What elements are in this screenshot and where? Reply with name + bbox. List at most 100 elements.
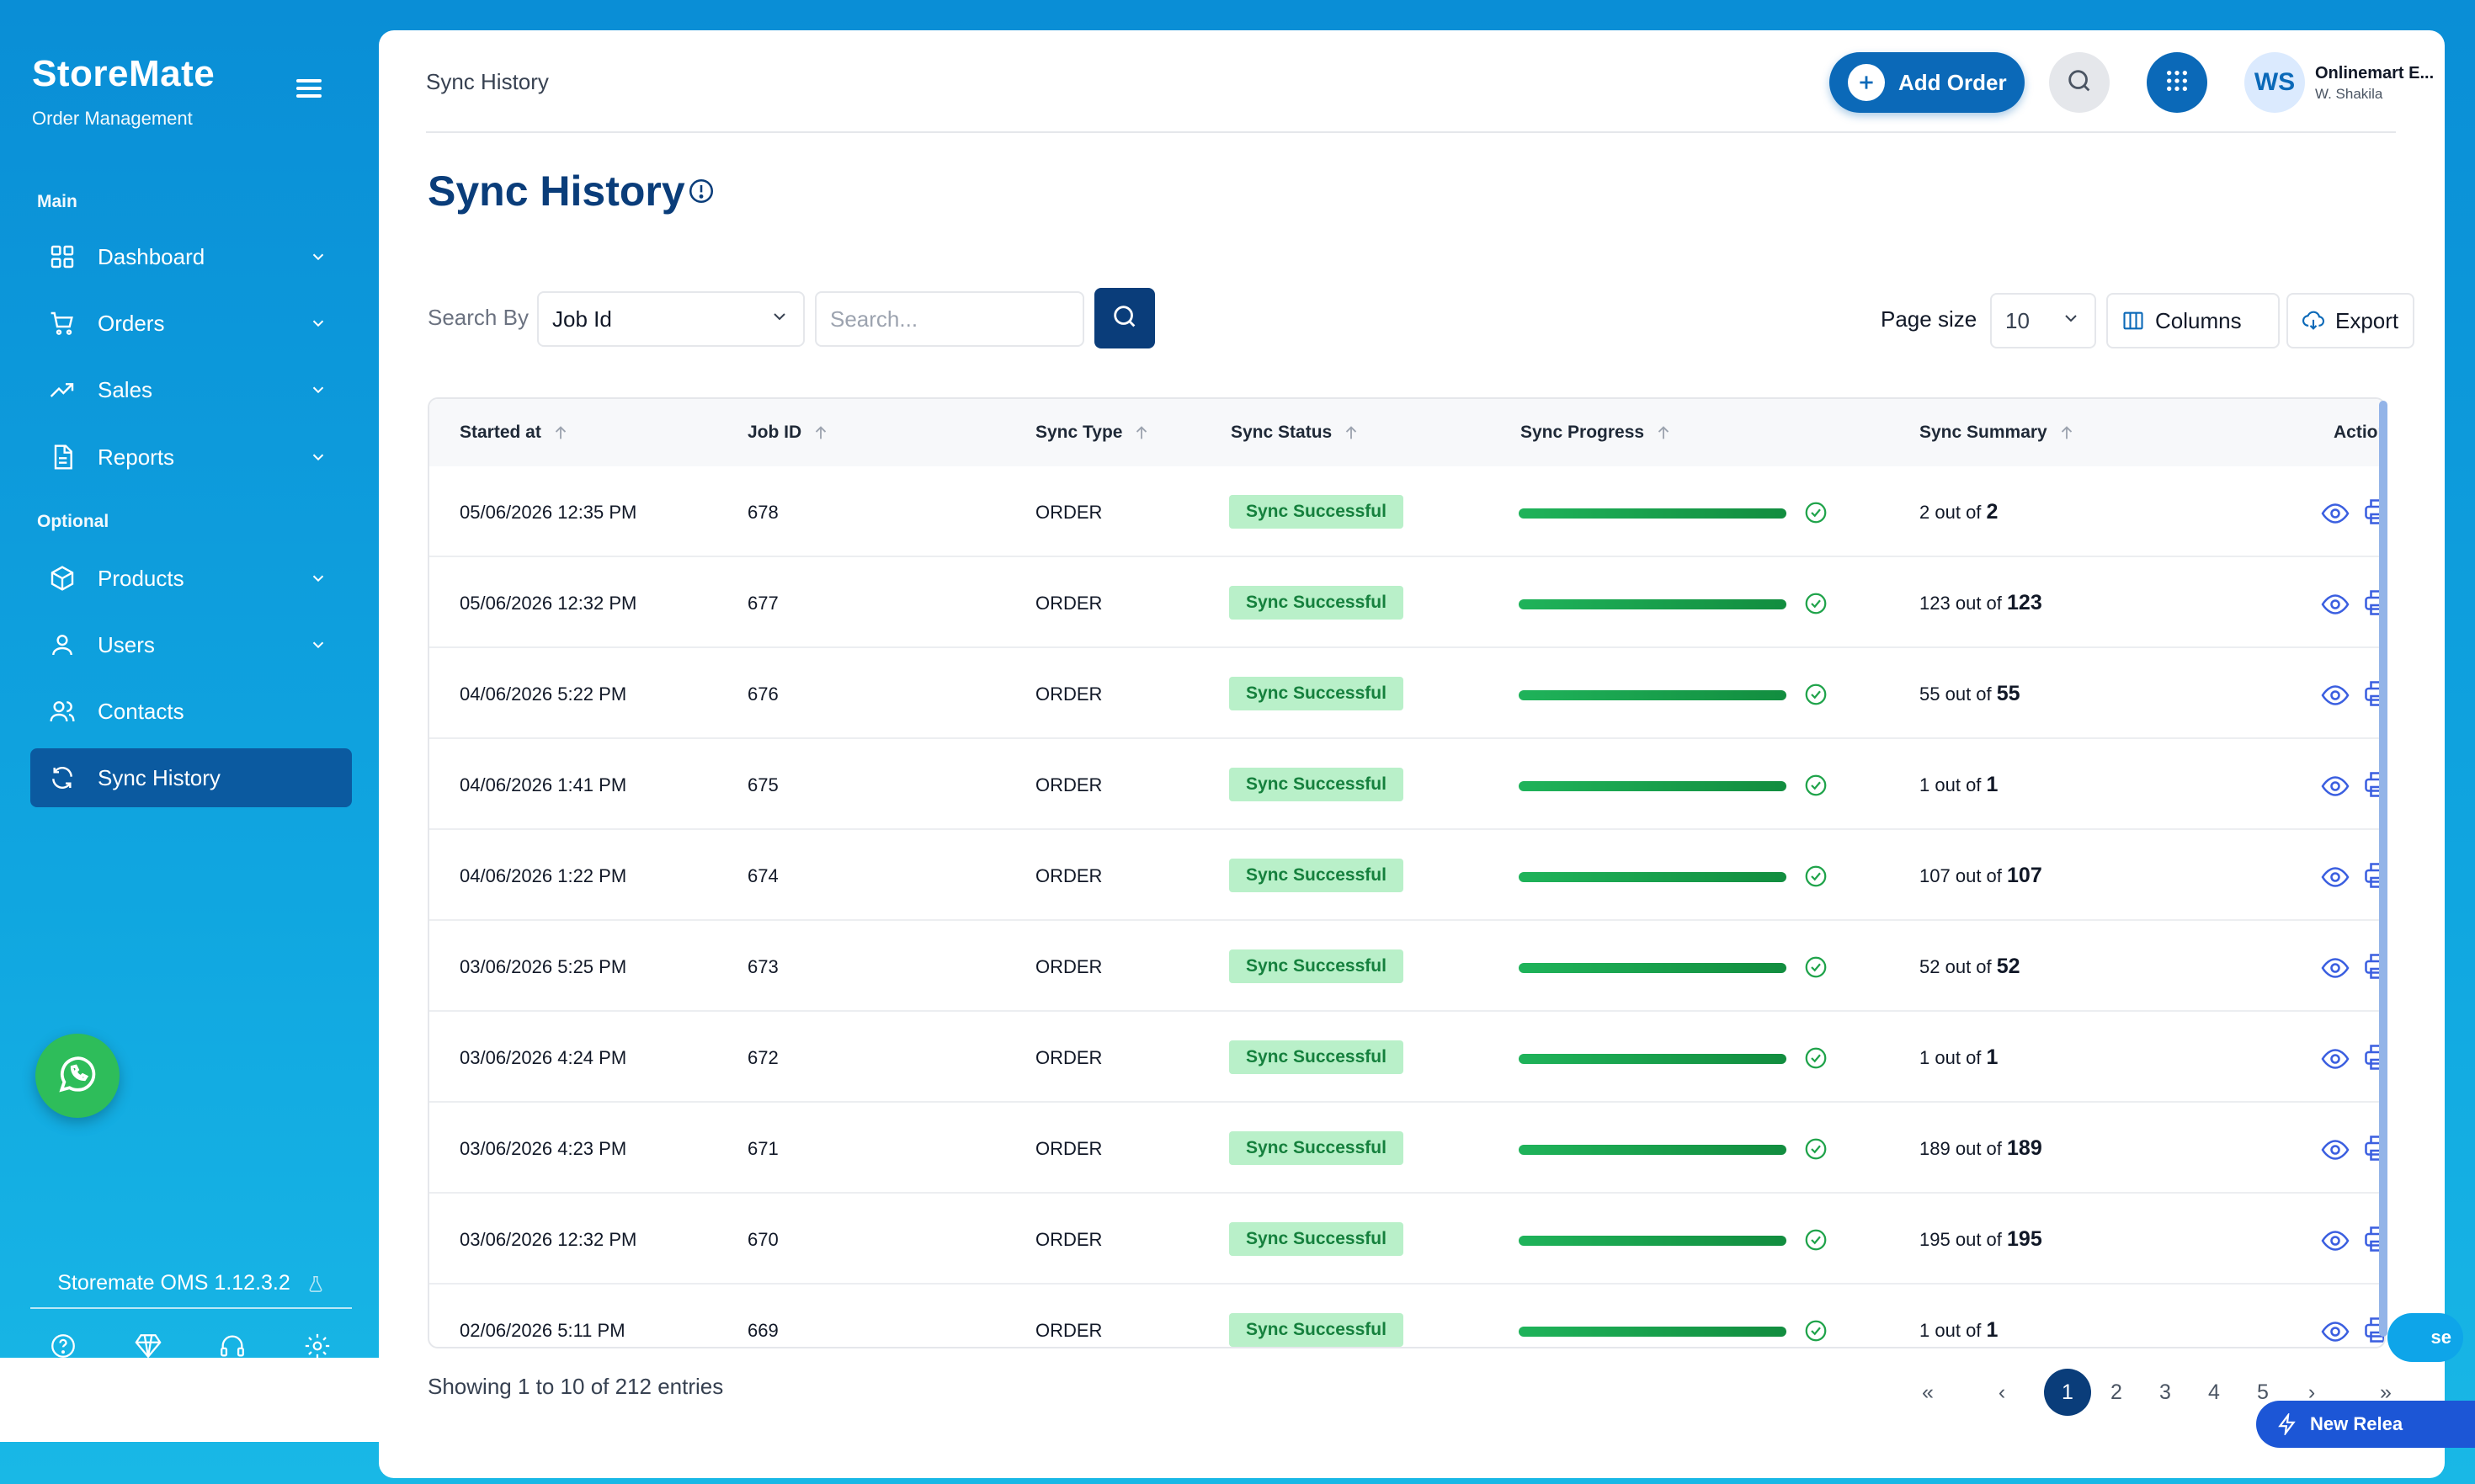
view-eye-icon[interactable] <box>2320 1316 2350 1347</box>
whatsapp-button[interactable] <box>35 1034 120 1118</box>
export-button[interactable]: Export <box>2286 293 2414 348</box>
sidebar-item-label: Users <box>98 631 155 657</box>
status-badge: Sync Successful <box>1229 1222 1403 1256</box>
page-button-2[interactable]: 2 <box>2110 1380 2122 1404</box>
page-button-1[interactable]: 1 <box>2044 1369 2091 1416</box>
next-page-button[interactable]: › <box>2307 1380 2316 1404</box>
table-header: Started at Job ID Sync Type Sync Status … <box>429 399 2384 466</box>
menu-toggle-icon[interactable] <box>296 79 322 99</box>
cell-job-id: 677 <box>748 593 779 614</box>
avatar[interactable]: WS <box>2244 52 2305 113</box>
cell-sync-summary: 1 out of 1 <box>1919 1318 1998 1343</box>
sort-arrow-icon <box>1342 423 1360 442</box>
page-size-value: 10 <box>2005 307 2030 333</box>
cell-sync-summary: 107 out of 107 <box>1919 864 2042 888</box>
cell-sync-type: ORDER <box>1035 774 1103 795</box>
table-row[interactable]: 03/06/2026 12:32 PM 670 ORDER Sync Successf… <box>429 1194 2384 1285</box>
view-eye-icon[interactable] <box>2320 498 2350 529</box>
status-badge: Sync Successful <box>1229 949 1403 983</box>
table-row[interactable]: 02/06/2026 5:11 PM 669 ORDER Sync Successfu… <box>429 1285 2384 1347</box>
view-eye-icon[interactable] <box>2320 1135 2350 1165</box>
summary-out-of: out of <box>1945 683 1992 705</box>
cell-job-id: 674 <box>748 865 779 886</box>
settings-icon[interactable] <box>303 1332 333 1362</box>
new-release-button[interactable]: New Relea <box>2256 1401 2475 1448</box>
table-row[interactable]: 05/06/2026 12:35 PM 678 ORDER Sync Successf… <box>429 466 2384 557</box>
prev-page-button[interactable]: ‹ <box>1998 1380 2006 1404</box>
column-header-sync-progress[interactable]: Sync Progress <box>1520 423 1673 443</box>
diamond-icon[interactable] <box>134 1332 164 1362</box>
breadcrumb[interactable]: Sync History <box>426 69 549 94</box>
brand[interactable]: StoreMate Order Management <box>32 56 215 130</box>
cell-job-id: 669 <box>748 1320 779 1341</box>
search-input[interactable] <box>815 291 1084 347</box>
user-name[interactable]: Onlinemart E... <box>2315 64 2435 82</box>
sidebar-item-reports[interactable]: Reports <box>30 428 352 487</box>
sidebar-item-dashboard[interactable]: Dashboard <box>30 227 352 286</box>
view-eye-icon[interactable] <box>2320 1044 2350 1074</box>
table-row[interactable]: 03/06/2026 4:24 PM 672 ORDER Sync Successfu… <box>429 1012 2384 1103</box>
cell-started-at: 03/06/2026 12:32 PM <box>460 1229 637 1250</box>
status-badge: Sync Successful <box>1229 586 1403 620</box>
apps-button[interactable] <box>2147 52 2207 113</box>
global-search-button[interactable] <box>2049 52 2110 113</box>
main-panel: Sync History Add Order WS Onlinemart E..… <box>379 30 2445 1478</box>
cell-job-id: 670 <box>748 1229 779 1250</box>
add-order-label: Add Order <box>1898 69 2007 95</box>
sidebar-item-orders[interactable]: Orders <box>30 294 352 353</box>
page-button-5[interactable]: 5 <box>2257 1380 2269 1404</box>
progress-bar <box>1519 781 1786 791</box>
cell-sync-type: ORDER <box>1035 1047 1103 1068</box>
search-icon <box>1110 302 1139 335</box>
summary-done: 1 <box>1919 1320 1930 1341</box>
column-header-started-at[interactable]: Started at <box>460 423 570 443</box>
sidebar-item-sync-history[interactable]: Sync History <box>30 748 352 807</box>
cell-job-id: 671 <box>748 1138 779 1159</box>
sidebar-item-products[interactable]: Products <box>30 549 352 608</box>
view-eye-icon[interactable] <box>2320 1226 2350 1256</box>
search-by-select[interactable]: Job Id <box>537 291 805 347</box>
table-row[interactable]: 03/06/2026 5:25 PM 673 ORDER Sync Successfu… <box>429 921 2384 1012</box>
table-row[interactable]: 04/06/2026 1:22 PM 674 ORDER Sync Successfu… <box>429 830 2384 921</box>
search-button[interactable] <box>1094 288 1155 348</box>
help-icon[interactable] <box>49 1332 79 1362</box>
sidebar-item-sales[interactable]: Sales <box>30 360 352 419</box>
close-pill-button[interactable]: se <box>2387 1313 2463 1362</box>
info-icon[interactable] <box>687 177 716 205</box>
last-page-button[interactable]: » <box>2380 1380 2392 1404</box>
table-row[interactable]: 04/06/2026 1:41 PM 675 ORDER Sync Successfu… <box>429 739 2384 830</box>
table-row[interactable]: 04/06/2026 5:22 PM 676 ORDER Sync Successfu… <box>429 648 2384 739</box>
sidebar-item-users[interactable]: Users <box>30 615 352 674</box>
bottom-overlay <box>0 1358 387 1442</box>
headset-icon[interactable] <box>218 1332 248 1362</box>
status-badge: Sync Successful <box>1229 1040 1403 1074</box>
version-text: Storemate OMS 1.12.3.2 <box>57 1271 290 1295</box>
column-header-job-id[interactable]: Job ID <box>748 423 830 443</box>
cell-started-at: 04/06/2026 5:22 PM <box>460 683 627 705</box>
topbar: Sync History Add Order WS Onlinemart E..… <box>426 30 2434 133</box>
table-scrollbar[interactable] <box>2379 401 2387 1337</box>
page-button-4[interactable]: 4 <box>2208 1380 2220 1404</box>
view-eye-icon[interactable] <box>2320 953 2350 983</box>
view-eye-icon[interactable] <box>2320 589 2350 620</box>
column-header-sync-summary[interactable]: Sync Summary <box>1919 423 2076 443</box>
page-button-3[interactable]: 3 <box>2159 1380 2171 1404</box>
column-header-sync-status[interactable]: Sync Status <box>1231 423 1360 443</box>
page-size-select[interactable]: 10 <box>1990 293 2096 348</box>
table-row[interactable]: 03/06/2026 4:23 PM 671 ORDER Sync Successfu… <box>429 1103 2384 1194</box>
view-eye-icon[interactable] <box>2320 771 2350 801</box>
sidebar-item-contacts[interactable]: Contacts <box>30 682 352 741</box>
view-eye-icon[interactable] <box>2320 680 2350 710</box>
summary-done: 123 <box>1919 593 1951 614</box>
view-eye-icon[interactable] <box>2320 862 2350 892</box>
cell-started-at: 03/06/2026 4:24 PM <box>460 1047 627 1068</box>
column-header-sync-type[interactable]: Sync Type <box>1035 423 1151 443</box>
add-order-button[interactable]: Add Order <box>1829 52 2025 113</box>
columns-button[interactable]: Columns <box>2106 293 2280 348</box>
status-badge: Sync Successful <box>1229 859 1403 892</box>
check-circle-icon <box>1803 773 1828 798</box>
first-page-button[interactable]: « <box>1922 1380 1934 1404</box>
summary-done: 52 <box>1919 956 1940 977</box>
table-row[interactable]: 05/06/2026 12:32 PM 677 ORDER Sync Successf… <box>429 557 2384 648</box>
chevron-down-icon <box>301 306 335 340</box>
